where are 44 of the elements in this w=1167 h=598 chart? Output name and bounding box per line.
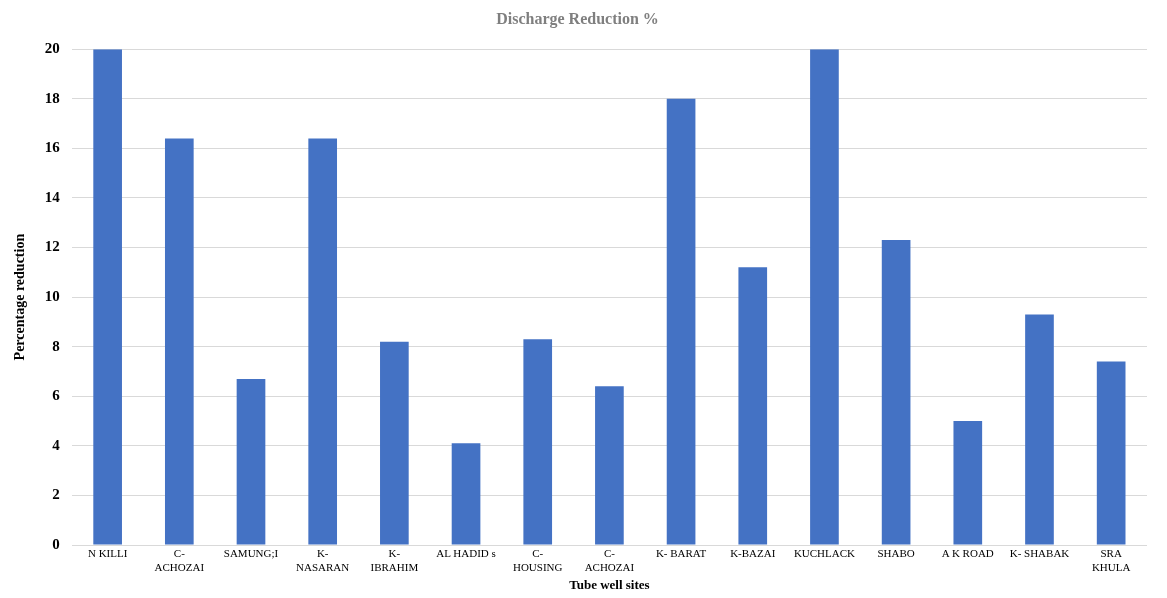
x-tick-label: K-BAZAI: [730, 547, 776, 560]
bar: [953, 421, 983, 545]
x-tick-label: K- IBRAHIM: [370, 547, 419, 573]
x-tick-label: KUCHLACK: [793, 547, 856, 560]
chart-title: Discharge Reduction %: [496, 9, 659, 28]
y-tick-label: 4: [52, 436, 61, 453]
bar: [881, 240, 911, 545]
y-tick-label: 6: [52, 387, 61, 404]
x-tick-label: K- SHABAK: [1009, 547, 1070, 560]
bar: [308, 138, 338, 545]
y-tick-label: 14: [44, 188, 61, 205]
x-tick-label: A K ROAD: [941, 547, 994, 560]
x-tick-label: SRA KHULA: [1091, 547, 1131, 573]
bar: [380, 341, 409, 545]
bar: [236, 378, 266, 545]
x-tick-label: SAMUNG;I: [223, 547, 279, 560]
x-tick-label: C- HOUSING: [512, 547, 563, 573]
x-tick-label: C- ACHOZAI: [584, 547, 635, 573]
x-tick-label: K- NASARAN: [296, 547, 350, 573]
x-tick-label: K- BARAT: [655, 547, 707, 560]
bar: [93, 49, 122, 545]
y-tick-label: 18: [44, 89, 60, 106]
x-tick-label: SHABO: [877, 547, 915, 560]
y-tick-label: 2: [52, 486, 60, 503]
y-tick-label: 12: [44, 238, 60, 255]
x-tick-label: N KILLI: [87, 547, 128, 560]
x-tick-label: AL HADID s: [436, 547, 496, 560]
y-axis-title: Percentage reduction: [12, 233, 28, 361]
bar: [1096, 361, 1126, 545]
bar: [523, 339, 553, 545]
bar: [666, 98, 696, 545]
y-tick-label: 10: [44, 287, 60, 304]
y-tick-label: 16: [44, 139, 61, 156]
y-tick-label: 20: [44, 40, 60, 57]
bar: [595, 386, 624, 545]
bar: [164, 138, 194, 545]
y-tick-label: 8: [52, 337, 60, 354]
bar: [810, 49, 839, 545]
bar: [451, 443, 481, 545]
bar: [738, 267, 768, 545]
bar: [1025, 314, 1054, 545]
x-axis-title: Tube well sites: [569, 576, 650, 592]
y-tick-label: 0: [52, 535, 60, 552]
x-tick-label: C- ACHOZAI: [154, 547, 205, 573]
